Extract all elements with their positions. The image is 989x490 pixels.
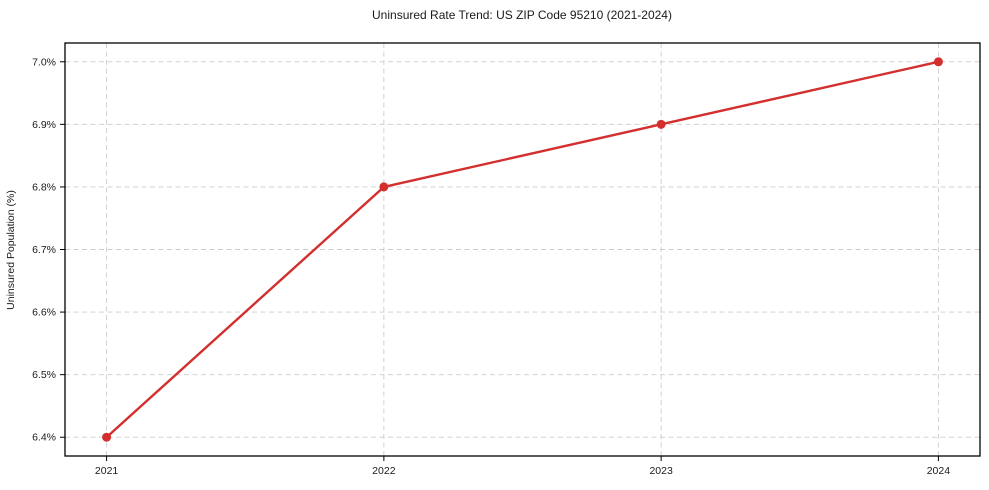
x-tick-label: 2024 — [927, 465, 951, 477]
data-point — [656, 119, 666, 129]
x-tick-label: 2023 — [649, 465, 673, 477]
data-point — [933, 57, 943, 67]
y-tick-label: 6.8% — [32, 181, 56, 193]
y-tick-label: 6.5% — [32, 369, 56, 381]
y-tick-label: 7.0% — [32, 56, 56, 68]
gridlines — [65, 43, 980, 456]
data-point — [379, 182, 389, 192]
y-tick-label: 6.9% — [32, 119, 56, 131]
data-series — [102, 57, 943, 442]
axes: 6.4% 6.5% 6.6% 6.7% 6.8% 6.9% 7.0% 2021 2022 2023… — [32, 42, 981, 477]
chart-title: Uninsured Rate Trend: US ZIP Code 95210 … — [372, 8, 672, 22]
x-tick-label: 2022 — [372, 465, 396, 477]
y-axis-label: Uninsured Population (%) — [5, 190, 17, 310]
y-tick-label: 6.7% — [32, 244, 56, 256]
x-tick-label: 2021 — [95, 465, 119, 477]
data-point — [102, 432, 112, 442]
y-tick-label: 6.4% — [32, 432, 56, 444]
y-tick-label: 6.6% — [32, 307, 56, 319]
trend-line — [105, 60, 940, 439]
